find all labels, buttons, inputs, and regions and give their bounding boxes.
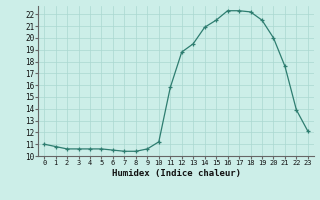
X-axis label: Humidex (Indice chaleur): Humidex (Indice chaleur)	[111, 169, 241, 178]
